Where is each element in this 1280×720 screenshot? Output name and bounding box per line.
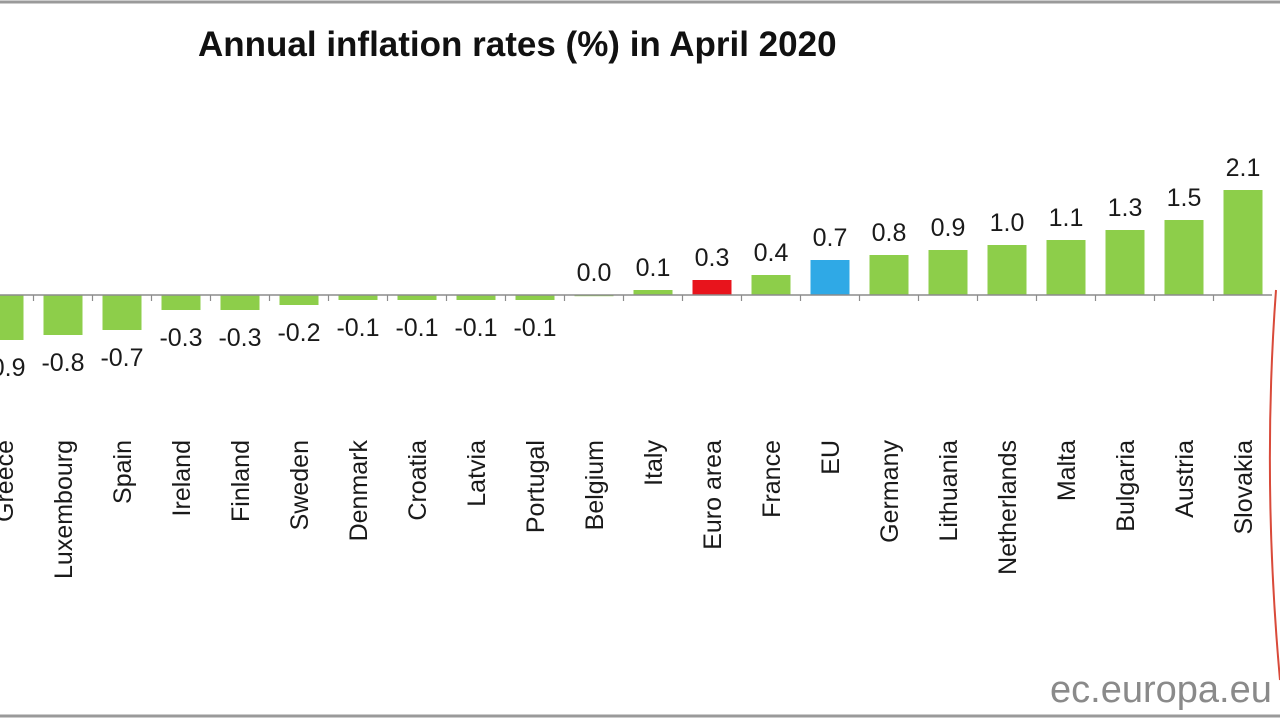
- bar-greece: [0, 295, 24, 340]
- category-label-latvia: Latvia: [463, 440, 491, 507]
- bar-croatia: [397, 295, 437, 300]
- value-label-portugal: -0.1: [513, 314, 556, 342]
- category-label-eu: EU: [817, 440, 845, 475]
- category-label-bulgaria: Bulgaria: [1112, 440, 1140, 532]
- bar-sweden: [279, 295, 319, 305]
- bar-luxembourg: [43, 295, 83, 335]
- value-label-croatia: -0.1: [395, 314, 438, 342]
- category-label-spain: Spain: [109, 440, 137, 504]
- category-label-greece: Greece: [0, 440, 19, 522]
- category-label-denmark: Denmark: [345, 440, 373, 542]
- category-label-sweden: Sweden: [286, 440, 314, 530]
- category-label-belgium: Belgium: [581, 440, 609, 530]
- category-label-euro-area: Euro area: [699, 440, 727, 550]
- category-label-ireland: Ireland: [168, 440, 196, 516]
- category-label-malta: Malta: [1053, 440, 1081, 501]
- bar-slovakia: [1223, 190, 1263, 295]
- bar-netherlands: [987, 245, 1027, 295]
- category-label-finland: Finland: [227, 440, 255, 522]
- red-highlight-arc: [1268, 289, 1280, 681]
- value-label-eu: 0.7: [813, 224, 848, 252]
- bar-denmark: [338, 295, 378, 300]
- bar-eu: [810, 260, 850, 295]
- bar-ireland: [161, 295, 201, 310]
- value-label-ireland: -0.3: [159, 324, 202, 352]
- bar-italy: [633, 290, 673, 295]
- bar-lithuania: [928, 250, 968, 295]
- value-labels-layer: -0.9 -0.8 -0.7 -0.3 -0.3 -0.2 -0.1 -0.1 -0.1 -0.1…: [0, 154, 1260, 382]
- category-label-germany: Germany: [876, 440, 904, 543]
- source-label: ec.europa.eu: [1050, 669, 1272, 711]
- bar-france: [751, 275, 791, 295]
- value-label-euro-area: 0.3: [695, 244, 730, 272]
- bar-spain: [102, 295, 142, 330]
- bars-layer: [0, 190, 1263, 340]
- value-label-bulgaria: 1.3: [1108, 194, 1143, 222]
- category-labels-layer: Greece Luxembourg Spain Ireland Finland Swede…: [0, 440, 1258, 579]
- bar-euro-area: [692, 280, 732, 295]
- value-label-greece: -0.9: [0, 354, 26, 382]
- bar-portugal: [515, 295, 555, 300]
- value-label-netherlands: 1.0: [990, 209, 1025, 237]
- category-label-portugal: Portugal: [522, 440, 550, 533]
- value-label-malta: 1.1: [1049, 204, 1084, 232]
- value-label-italy: 0.1: [636, 254, 671, 282]
- value-label-sweden: -0.2: [277, 319, 320, 347]
- bar-finland: [220, 295, 260, 310]
- value-label-denmark: -0.1: [336, 314, 379, 342]
- chart-title: Annual inflation rates (%) in April 2020: [198, 25, 837, 64]
- value-label-latvia: -0.1: [454, 314, 497, 342]
- value-label-luxembourg: -0.8: [41, 349, 84, 377]
- category-label-netherlands: Netherlands: [994, 440, 1022, 575]
- category-label-croatia: Croatia: [404, 440, 432, 521]
- bar-malta: [1046, 240, 1086, 295]
- value-label-austria: 1.5: [1167, 184, 1202, 212]
- value-label-lithuania: 0.9: [931, 214, 966, 242]
- category-label-slovakia: Slovakia: [1230, 440, 1258, 535]
- category-label-austria: Austria: [1171, 440, 1199, 518]
- value-label-spain: -0.7: [100, 344, 143, 372]
- axis-ticks-layer: [32, 295, 1215, 301]
- value-label-france: 0.4: [754, 239, 789, 267]
- value-label-slovakia: 2.1: [1226, 154, 1261, 182]
- value-label-belgium: 0.0: [577, 259, 612, 287]
- value-label-finland: -0.3: [218, 324, 261, 352]
- bar-latvia: [456, 295, 496, 300]
- category-label-lithuania: Lithuania: [935, 440, 963, 542]
- bar-bulgaria: [1105, 230, 1145, 295]
- bar-germany: [869, 255, 909, 295]
- category-label-france: France: [758, 440, 786, 518]
- category-label-luxembourg: Luxembourg: [50, 440, 78, 579]
- value-label-germany: 0.8: [872, 219, 907, 247]
- category-label-italy: Italy: [640, 440, 668, 486]
- bar-austria: [1164, 220, 1204, 295]
